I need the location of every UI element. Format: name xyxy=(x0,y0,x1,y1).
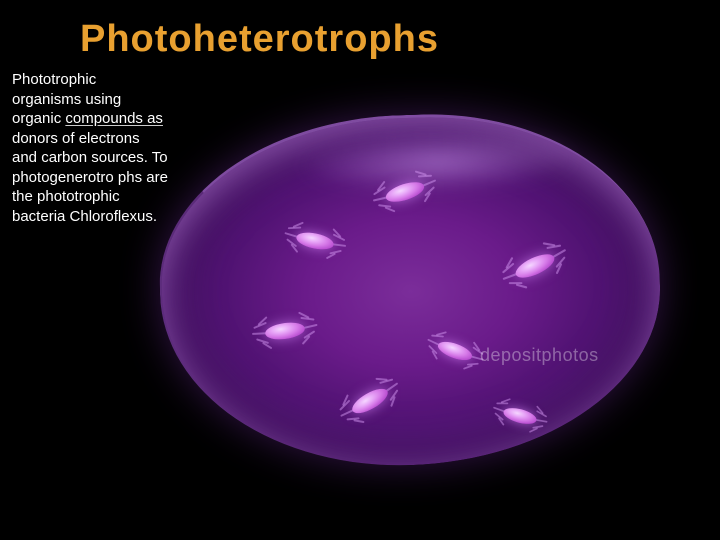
bacterium-body xyxy=(264,320,306,341)
desc-part2: donors of electrons and carbon sources. … xyxy=(12,130,168,225)
desc-underlined: compounds as xyxy=(65,110,163,127)
bacterium-body xyxy=(436,338,475,364)
flagellum xyxy=(418,175,432,177)
bacterium-body xyxy=(502,405,538,427)
flagellum xyxy=(535,419,548,422)
watermark-text: depositphotos xyxy=(480,345,599,366)
description-text: Phototrophic organisms using organic com… xyxy=(12,70,168,226)
flagellum xyxy=(516,284,528,289)
flagellum xyxy=(529,427,538,432)
flagellum xyxy=(353,419,364,422)
flagellum xyxy=(332,243,346,246)
bacteria-illustration: depositphotos xyxy=(120,90,700,490)
flagellum xyxy=(288,227,301,229)
bacterium-body xyxy=(295,230,335,253)
flagellum xyxy=(546,244,561,248)
bacterium-body xyxy=(384,178,427,206)
flagellum xyxy=(385,206,396,212)
flagellum xyxy=(300,317,314,320)
flagellum xyxy=(496,402,508,403)
page-title: Photoheterotrophs xyxy=(80,18,439,61)
flagellum xyxy=(431,335,444,337)
flagellum xyxy=(326,253,336,259)
flagellum xyxy=(463,365,473,370)
